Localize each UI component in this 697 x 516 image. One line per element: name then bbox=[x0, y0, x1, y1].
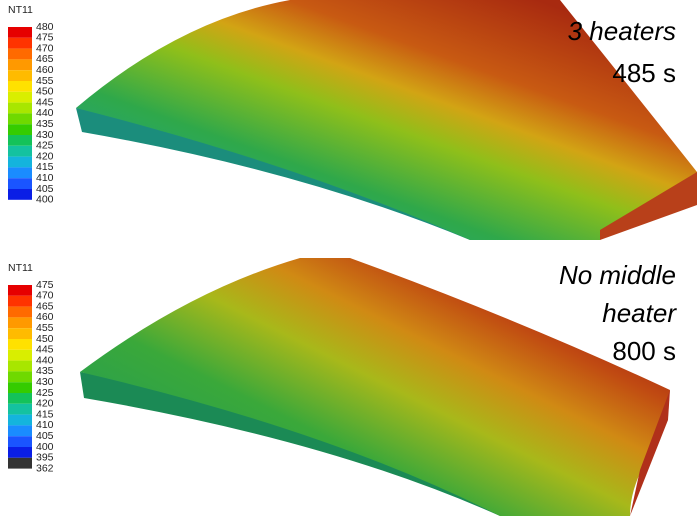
legend-label: 430 bbox=[36, 376, 54, 388]
legend-swatch bbox=[8, 124, 32, 135]
legend-label: 425 bbox=[36, 387, 54, 399]
legend-label: 450 bbox=[36, 333, 54, 345]
caption: 800 s bbox=[612, 336, 676, 366]
legend-swatch bbox=[8, 113, 32, 125]
slab-right-side bbox=[630, 390, 670, 516]
slab-right-side bbox=[600, 172, 697, 240]
legend-swatch bbox=[8, 178, 32, 189]
legend-swatch bbox=[8, 59, 32, 71]
legend-swatch bbox=[8, 135, 32, 146]
legend-swatch bbox=[8, 403, 32, 415]
legend-swatch bbox=[8, 81, 32, 92]
legend-label: 470 bbox=[36, 42, 54, 54]
legend-swatch bbox=[8, 425, 32, 437]
caption: 3 heaters bbox=[568, 16, 676, 46]
legend-swatch bbox=[8, 102, 32, 114]
legend-label: 475 bbox=[36, 279, 54, 291]
caption: heater bbox=[602, 298, 677, 328]
slab-top bbox=[80, 258, 670, 516]
legend-swatch bbox=[8, 156, 32, 168]
legend-label: 445 bbox=[36, 96, 54, 108]
legend-swatch bbox=[8, 328, 32, 339]
legend-label: 400 bbox=[36, 441, 54, 453]
legend-label: 395 bbox=[36, 452, 54, 464]
legend-swatch bbox=[8, 317, 32, 329]
legend-swatch bbox=[8, 436, 32, 447]
legend-label: 460 bbox=[36, 311, 54, 323]
legend-swatch bbox=[8, 91, 32, 103]
legend-label: 460 bbox=[36, 64, 54, 76]
legend-label: 415 bbox=[36, 408, 54, 420]
legend-label: 465 bbox=[36, 53, 54, 65]
legend-swatch bbox=[8, 414, 32, 426]
legend-title: NT11 bbox=[8, 262, 33, 274]
legend-label: 430 bbox=[36, 129, 54, 141]
legend-swatch bbox=[8, 457, 32, 469]
legend-swatch bbox=[8, 306, 32, 318]
legend-swatch bbox=[8, 393, 32, 404]
legend-label: 440 bbox=[36, 354, 54, 366]
panel-1 bbox=[76, 0, 697, 240]
legend-label: 440 bbox=[36, 107, 54, 119]
legend-label: 400 bbox=[36, 194, 54, 206]
legend-label: 475 bbox=[36, 32, 54, 44]
legend-swatch bbox=[8, 145, 32, 157]
legend-label: 425 bbox=[36, 140, 54, 152]
legend: NT11475470465460455450445440435430425420… bbox=[8, 262, 54, 474]
caption: No middle bbox=[559, 260, 676, 290]
legend-swatch bbox=[8, 360, 32, 372]
legend-label: 405 bbox=[36, 183, 54, 195]
legend-swatch bbox=[8, 371, 32, 383]
legend-label: 470 bbox=[36, 290, 54, 302]
legend-swatch bbox=[8, 167, 32, 179]
legend: NT11480475470465460455450445440435430425… bbox=[8, 4, 54, 206]
legend-swatch bbox=[8, 37, 32, 49]
legend-label: 435 bbox=[36, 118, 54, 130]
panel-2 bbox=[80, 258, 670, 516]
legend-swatch bbox=[8, 285, 32, 296]
legend-label: 415 bbox=[36, 161, 54, 173]
legend-label: 455 bbox=[36, 322, 54, 334]
legend-swatch bbox=[8, 48, 32, 60]
legend-swatch bbox=[8, 447, 32, 458]
legend-swatch bbox=[8, 27, 32, 38]
legend-label: 435 bbox=[36, 365, 54, 377]
legend-swatch bbox=[8, 70, 32, 81]
legend-swatch bbox=[8, 189, 32, 200]
legend-label: 455 bbox=[36, 75, 54, 87]
slab-top bbox=[76, 0, 697, 240]
legend-label: 420 bbox=[36, 150, 54, 162]
legend-label: 420 bbox=[36, 398, 54, 410]
legend-swatch bbox=[8, 295, 32, 307]
legend-swatch bbox=[8, 382, 32, 393]
legend-label: 362 bbox=[36, 462, 54, 474]
legend-title: NT11 bbox=[8, 4, 33, 16]
legend-label: 410 bbox=[36, 172, 54, 184]
legend-label: 480 bbox=[36, 21, 54, 33]
legend-swatch bbox=[8, 349, 32, 361]
legend-label: 450 bbox=[36, 86, 54, 98]
legend-swatch bbox=[8, 339, 32, 350]
caption: 485 s bbox=[612, 58, 676, 88]
legend-label: 405 bbox=[36, 430, 54, 442]
legend-label: 465 bbox=[36, 300, 54, 312]
legend-label: 445 bbox=[36, 344, 54, 356]
legend-label: 410 bbox=[36, 419, 54, 431]
